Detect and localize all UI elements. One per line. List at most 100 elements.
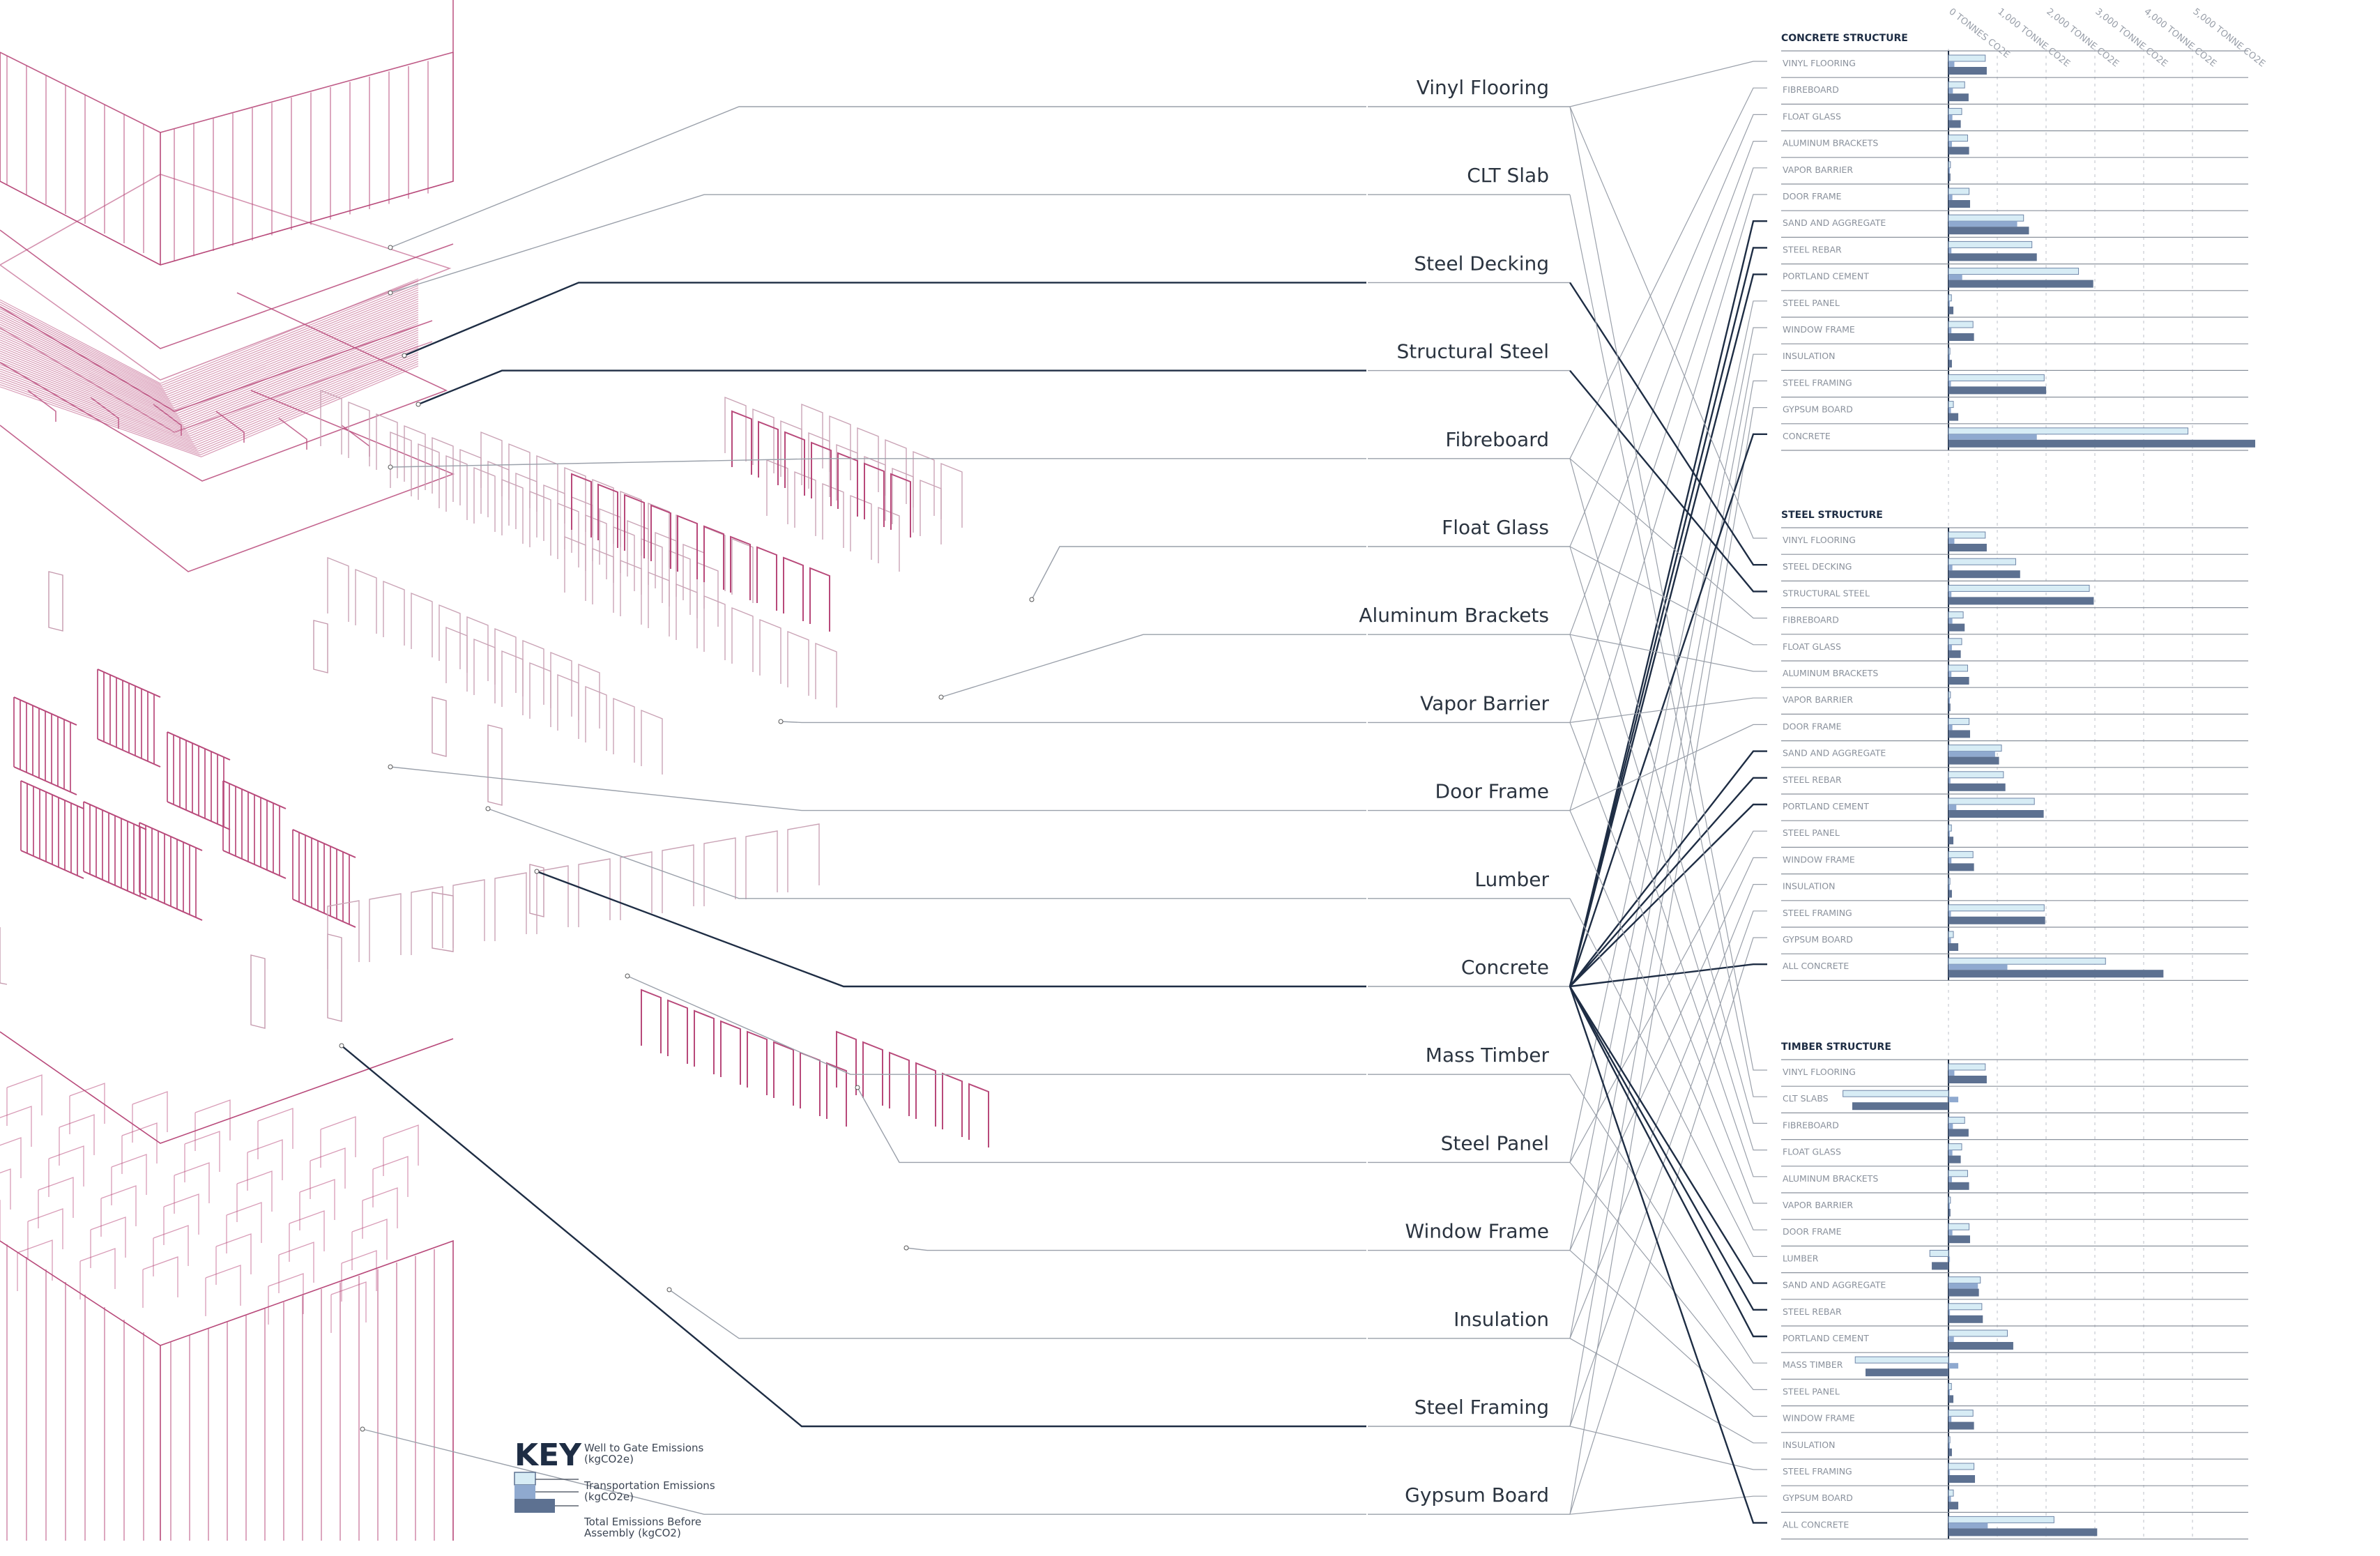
connector-line (1569, 114, 1767, 547)
bar-wtg (1948, 717, 1970, 725)
leader-anchor-dot (666, 1287, 672, 1292)
row-label: STEEL FRAMING (1783, 1466, 1852, 1477)
bar-total (1948, 916, 2045, 924)
leader-anchor-dot (402, 353, 407, 358)
bar-total (1948, 1502, 1959, 1510)
leader-anchor-dot (485, 806, 491, 811)
connector-line (1569, 369, 1767, 593)
bar-wtg (1948, 611, 1964, 619)
bar-transport (1948, 1470, 1951, 1475)
bar-transport (1948, 328, 1952, 333)
bar-transport (1948, 857, 1952, 864)
bar-total (1948, 333, 1974, 341)
bar-wtg (1948, 771, 2004, 779)
bar-wtg (1948, 691, 1951, 699)
row-label: WINDOW FRAME (1783, 1413, 1855, 1424)
bar-total (1948, 1315, 1983, 1323)
bar-wtg (1948, 1063, 1986, 1071)
bar-transport (1948, 538, 1955, 544)
material-label: Window Frame (1405, 1220, 1549, 1243)
material-connector-lines (1569, 61, 1767, 1524)
connector-line (1569, 353, 1767, 1338)
bar-total (1948, 1209, 1951, 1216)
material-label: Steel Panel (1441, 1131, 1549, 1154)
bar-total (1948, 1129, 1969, 1137)
bar-total (1948, 173, 1951, 181)
bar-wtg (1948, 241, 2033, 248)
bar-wtg (1948, 664, 1968, 672)
row-label: VAPOR BARRIER (1783, 694, 1853, 705)
bar-wtg (1948, 268, 2080, 275)
legend-total-line2: Assembly (kgCO2) (584, 1527, 681, 1539)
connector-line (1569, 898, 1767, 1257)
row-label: WINDOW FRAME (1783, 854, 1855, 864)
row-label: ALUMINUM BRACKETS (1783, 1173, 1878, 1184)
row-label: STRUCTURAL STEEL (1783, 588, 1870, 598)
leader-anchor-dot (360, 1426, 365, 1432)
row-label: VAPOR BARRIER (1783, 165, 1853, 175)
bar-wtg (1929, 1249, 1949, 1257)
connector-line (1569, 194, 1767, 811)
bar-wtg (1948, 1489, 1954, 1497)
leader-line (390, 106, 1366, 248)
row-label: GYPSUM BOARD (1783, 404, 1853, 415)
bar-wtg (1948, 531, 1986, 539)
bar-total (1948, 570, 2020, 579)
row-label: STEEL PANEL (1783, 827, 1840, 838)
leader-anchor-dot (388, 290, 393, 296)
row-label: INSULATION (1783, 1440, 1835, 1450)
bar-total (1948, 360, 1952, 368)
bar-wtg (1948, 851, 1974, 858)
bar-transport (1948, 141, 1952, 147)
row-label: STEEL DECKING (1783, 561, 1852, 572)
bar-wtg (1948, 135, 1968, 142)
legend-swatch-total (514, 1499, 555, 1513)
material-label: CLT Slab (1467, 164, 1549, 187)
bar-transport (1948, 884, 1950, 890)
bar-transport (1948, 724, 1953, 731)
row-label: INSULATION (1783, 881, 1835, 892)
bar-total (1948, 783, 2006, 791)
upper-tower-block (0, 0, 454, 266)
row-label: FIBREBOARD (1783, 84, 1839, 95)
bar-total (1948, 1076, 1987, 1083)
bar-wtg (1948, 1116, 1965, 1124)
bar-transport (1948, 671, 1952, 677)
bar-wtg (1948, 214, 2024, 222)
bar-transport (1948, 1389, 1950, 1396)
bar-transport (1948, 354, 1950, 360)
bar-total (1948, 1395, 1954, 1403)
connector-line (1569, 884, 1767, 1339)
bar-wtg (1948, 1143, 1962, 1151)
bar-wtg (1948, 1303, 1983, 1311)
bar-wtg (1948, 294, 1952, 302)
leader-line (627, 975, 1366, 1075)
bar-transport (1948, 1363, 1959, 1369)
connector-line (1569, 937, 1767, 1515)
bar-total (1948, 650, 1961, 658)
leader-line (669, 1289, 1366, 1339)
row-label: ALUMINUM BRACKETS (1783, 138, 1878, 148)
bar-total (1948, 146, 1969, 155)
bar-transport (1948, 1442, 1950, 1449)
bar-wtg (1948, 878, 1951, 885)
bar-total (1948, 413, 1959, 421)
leader-line (390, 458, 1366, 468)
bar-transport (1948, 381, 1951, 387)
bar-transport (1948, 1283, 1978, 1289)
material-label: Gypsum Board (1405, 1483, 1549, 1507)
section-title: STEEL STRUCTURE (1781, 510, 1883, 521)
row-label: SAND AND AGGREGATE (1783, 748, 1886, 758)
row-label: ALL CONCRETE (1783, 961, 1849, 971)
bar-transport (1948, 1416, 1952, 1422)
bar-wtg (1948, 798, 2035, 805)
floor-plates (0, 174, 455, 572)
legend-wtg-line1: Well to Gate Emissions (584, 1442, 704, 1454)
connector-line (1569, 1250, 1767, 1417)
material-label: Steel Framing (1414, 1396, 1549, 1419)
row-label: ALL CONCRETE (1783, 1519, 1849, 1530)
bar-transport (1948, 910, 1951, 917)
legend-transport-line1: Transportation Emissions (583, 1479, 715, 1492)
section-title: CONCRETE STRUCTURE (1781, 33, 1908, 44)
connector-line (1569, 986, 1767, 1524)
